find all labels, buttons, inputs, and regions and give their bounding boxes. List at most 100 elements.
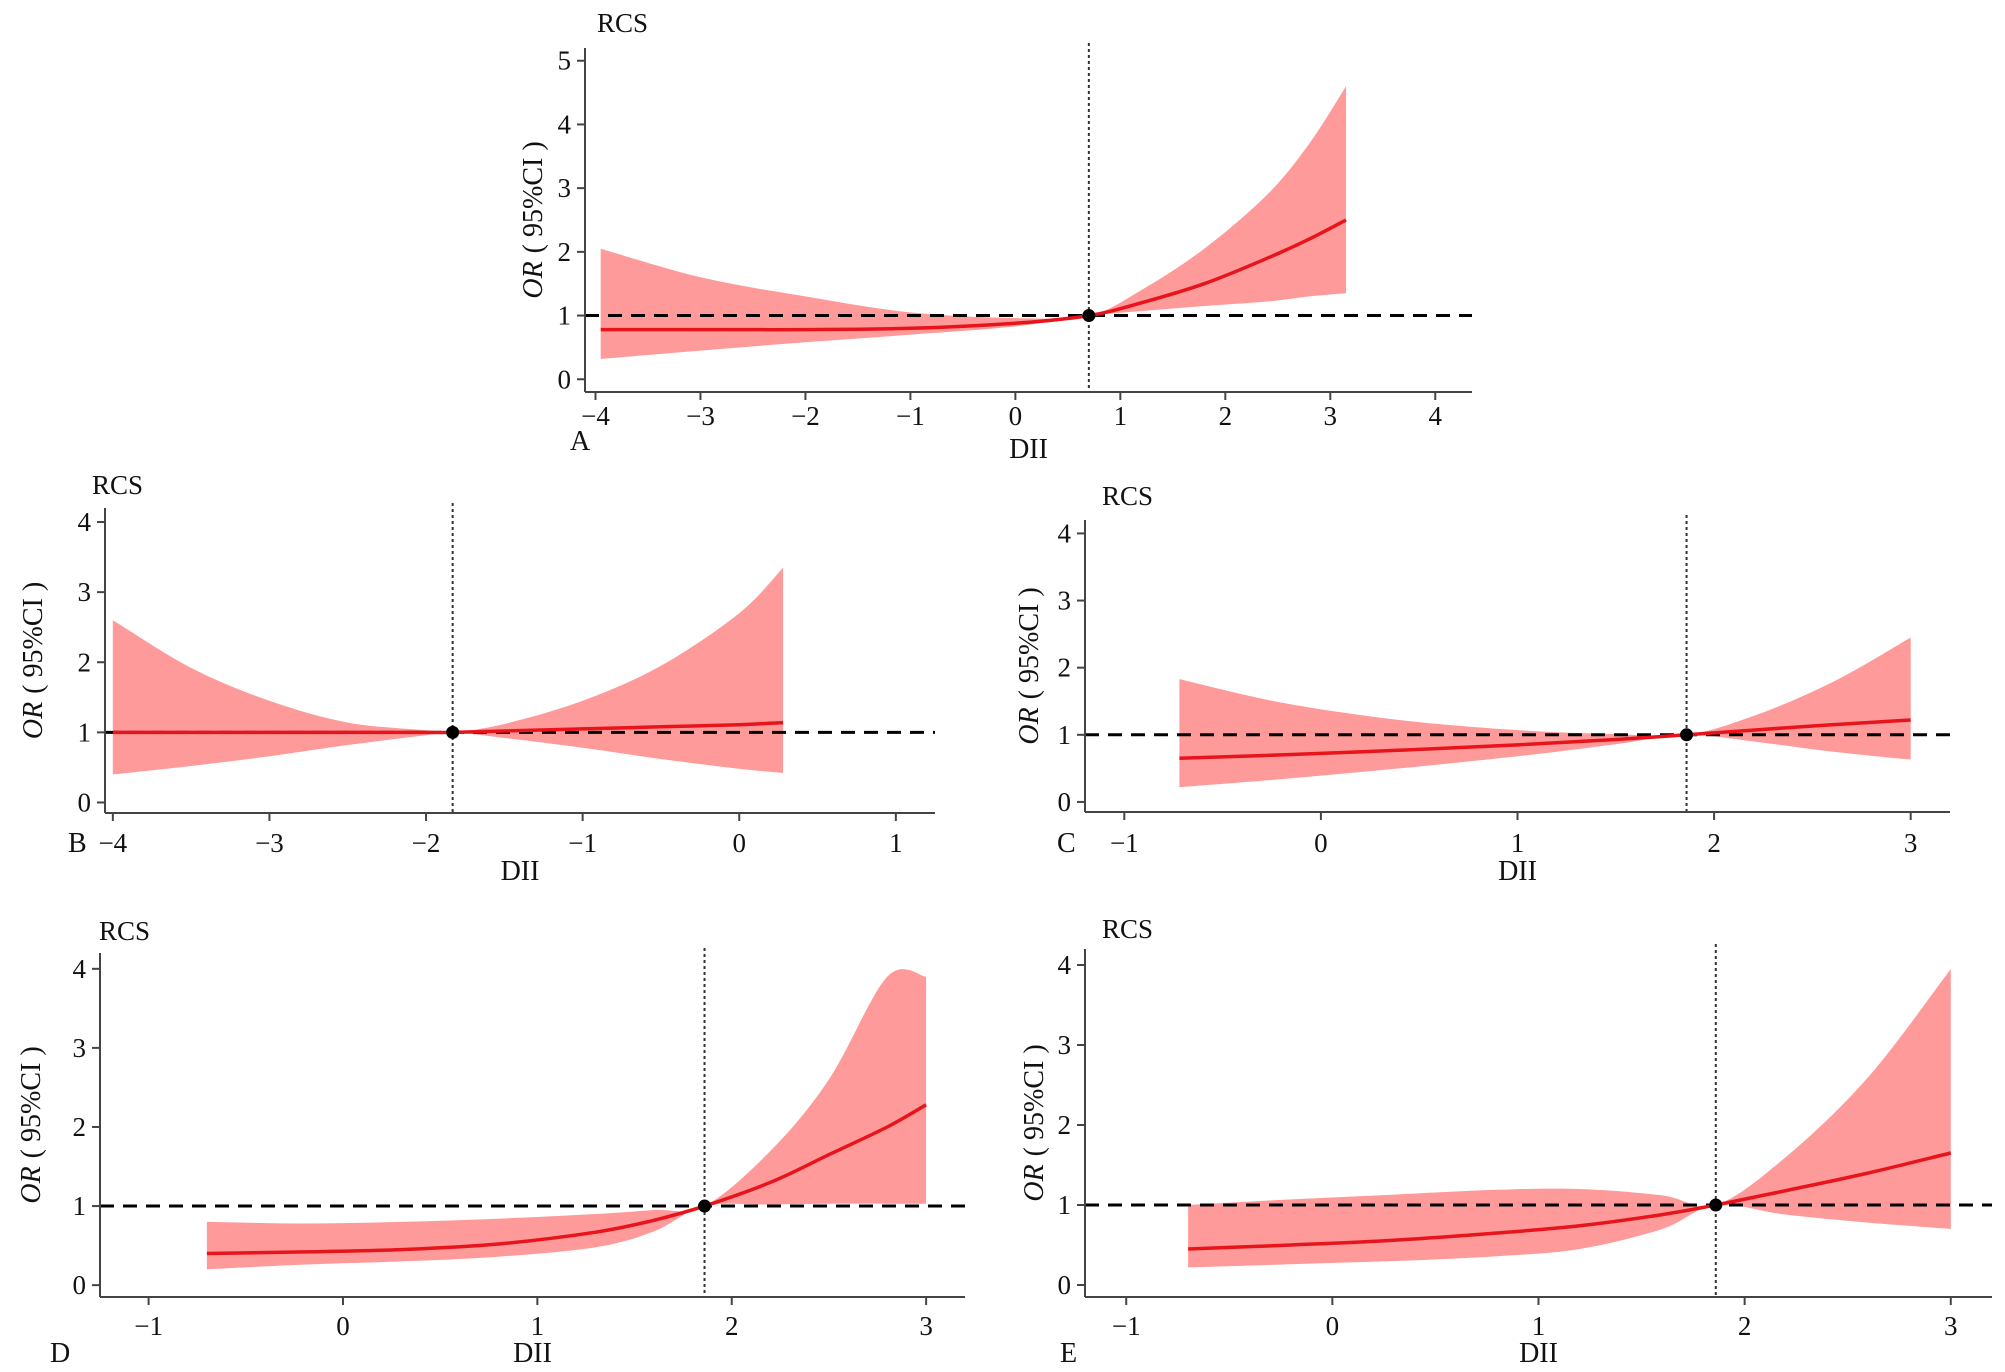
y-tick-label: 2 [1058, 1110, 1072, 1140]
panel-letter: D [50, 1338, 70, 1369]
panel-letter: E [1060, 1338, 1077, 1369]
x-tick-label: 2 [1219, 401, 1233, 431]
y-tick-label: 0 [1058, 1270, 1072, 1300]
y-tick-label: 0 [1058, 787, 1072, 817]
y-tick-label: 1 [73, 1191, 87, 1221]
x-tick-label: 3 [1324, 401, 1338, 431]
y-axis-title-main: OR [1014, 707, 1045, 744]
or-curve [206, 1103, 927, 1256]
ci-band [600, 86, 1346, 359]
x-axis-title: DII [1009, 434, 1048, 465]
x-tick-label: 2 [1738, 1311, 1752, 1341]
x-tick-label: −2 [412, 828, 441, 858]
panel-b: 0 1 2 3 4 −4 −3 −2 −1 0 1 RCS DII B OR ( 95%CI ) [18, 470, 935, 887]
x-tick-label: 1 [1532, 1311, 1546, 1341]
y-tick-label: 0 [73, 1270, 87, 1300]
x-axis-title: DII [513, 1338, 552, 1369]
x-tick-label: 0 [336, 1311, 350, 1341]
reference-point [698, 1199, 712, 1213]
x-axis-title: DII [1498, 856, 1537, 887]
panel-a: 0 1 2 3 4 5 −4 −3 −2 −1 0 1 2 3 4 RCS DII A OR ( 95%CI ) [518, 8, 1472, 465]
panel-letter: B [68, 828, 87, 859]
y-tick-label: 3 [73, 1033, 87, 1063]
rcs-label: RCS [92, 470, 143, 500]
y-tick-label: 5 [558, 46, 572, 76]
y-tick-label: 3 [558, 173, 572, 203]
y-tick-label: 0 [558, 364, 572, 394]
y-tick-label: 3 [78, 577, 92, 607]
x-tick-label: 3 [919, 1311, 933, 1341]
y-tick-label: 1 [1058, 1190, 1072, 1220]
y-tick-label: 0 [78, 787, 92, 817]
x-tick-label: −2 [791, 401, 820, 431]
x-tick-label: −4 [98, 828, 127, 858]
x-tick-label: −4 [581, 401, 610, 431]
panel-letter: C [1057, 828, 1076, 859]
y-tick-label: 4 [558, 109, 572, 139]
y-tick-label: 2 [558, 237, 572, 267]
x-tick-label: 2 [1707, 828, 1721, 858]
panel-d: 0 1 2 3 4 −1 0 1 2 3 RCS DII D OR ( 95%CI ) [16, 916, 965, 1369]
y-tick-label: 1 [1058, 720, 1072, 750]
y-axis-title-ci: ( 95%CI ) [1014, 587, 1045, 699]
reference-point [1709, 1198, 1723, 1212]
y-tick-label: 3 [1058, 1030, 1072, 1060]
y-tick-label: 4 [1058, 950, 1072, 980]
x-tick-label: −3 [686, 401, 715, 431]
y-tick-label: 1 [558, 301, 572, 331]
y-tick-label: 3 [1058, 586, 1072, 616]
panel-letter: A [570, 426, 591, 457]
x-tick-label: 0 [1326, 1311, 1340, 1341]
x-tick-label: −1 [1110, 828, 1139, 858]
x-tick-label: 1 [889, 828, 903, 858]
y-axis-title-main: OR [18, 702, 49, 739]
ci-band [1188, 969, 1951, 1268]
y-axis-title-ci: ( 95%CI ) [1019, 1044, 1050, 1156]
x-tick-label: 0 [732, 828, 746, 858]
x-tick-label: −3 [255, 828, 284, 858]
x-tick-label: 0 [1009, 401, 1023, 431]
rcs-label: RCS [1102, 481, 1153, 511]
y-tick-label: 2 [78, 647, 92, 677]
y-axis-title: OR ( 95%CI ) [518, 141, 549, 298]
y-tick-label: 4 [78, 507, 92, 537]
y-axis-title: OR ( 95%CI ) [16, 1046, 47, 1203]
y-axis-title: OR ( 95%CI ) [18, 582, 49, 739]
reference-point [446, 725, 460, 739]
x-tick-label: 1 [531, 1311, 545, 1341]
y-axis-title: OR ( 95%CI ) [1019, 1044, 1050, 1201]
x-tick-label: 3 [1904, 828, 1918, 858]
x-tick-label: 1 [1511, 828, 1525, 858]
ci-band [206, 969, 927, 1270]
y-axis-title-main: OR [1019, 1164, 1050, 1201]
rcs-label: RCS [1102, 914, 1153, 944]
y-tick-label: 1 [78, 717, 92, 747]
y-axis-title-ci: ( 95%CI ) [518, 141, 549, 253]
or-curve [600, 218, 1347, 332]
x-tick-label: 4 [1429, 401, 1443, 431]
or-curve [1179, 718, 1911, 761]
y-axis-title-main: OR [518, 261, 549, 298]
y-tick-label: 4 [1058, 518, 1072, 548]
reference-point [1082, 309, 1096, 323]
x-tick-label: −1 [568, 828, 597, 858]
x-axis-title: DII [1519, 1338, 1558, 1369]
panel-e: 0 1 2 3 4 −1 0 1 2 3 RCS DII E OR ( 95%CI ) [1019, 914, 1992, 1369]
rcs-label: RCS [99, 916, 150, 946]
y-axis-title-main: OR [16, 1166, 47, 1203]
y-axis-title-ci: ( 95%CI ) [18, 582, 49, 694]
x-tick-label: −1 [1112, 1311, 1141, 1341]
x-tick-label: 2 [725, 1311, 739, 1341]
x-tick-label: 3 [1944, 1311, 1958, 1341]
reference-point [1680, 728, 1694, 742]
x-tick-label: 1 [1114, 401, 1128, 431]
rcs-label: RCS [597, 8, 648, 38]
y-axis-title: OR ( 95%CI ) [1014, 587, 1045, 744]
panel-c: 0 1 2 3 4 −1 0 1 2 3 RCS DII C OR ( 95%CI ) [1014, 481, 1950, 887]
y-tick-label: 2 [1058, 653, 1072, 683]
x-tick-label: 0 [1314, 828, 1328, 858]
y-tick-label: 2 [73, 1112, 87, 1142]
ci-band [112, 567, 784, 775]
ci-band [1179, 637, 1911, 788]
